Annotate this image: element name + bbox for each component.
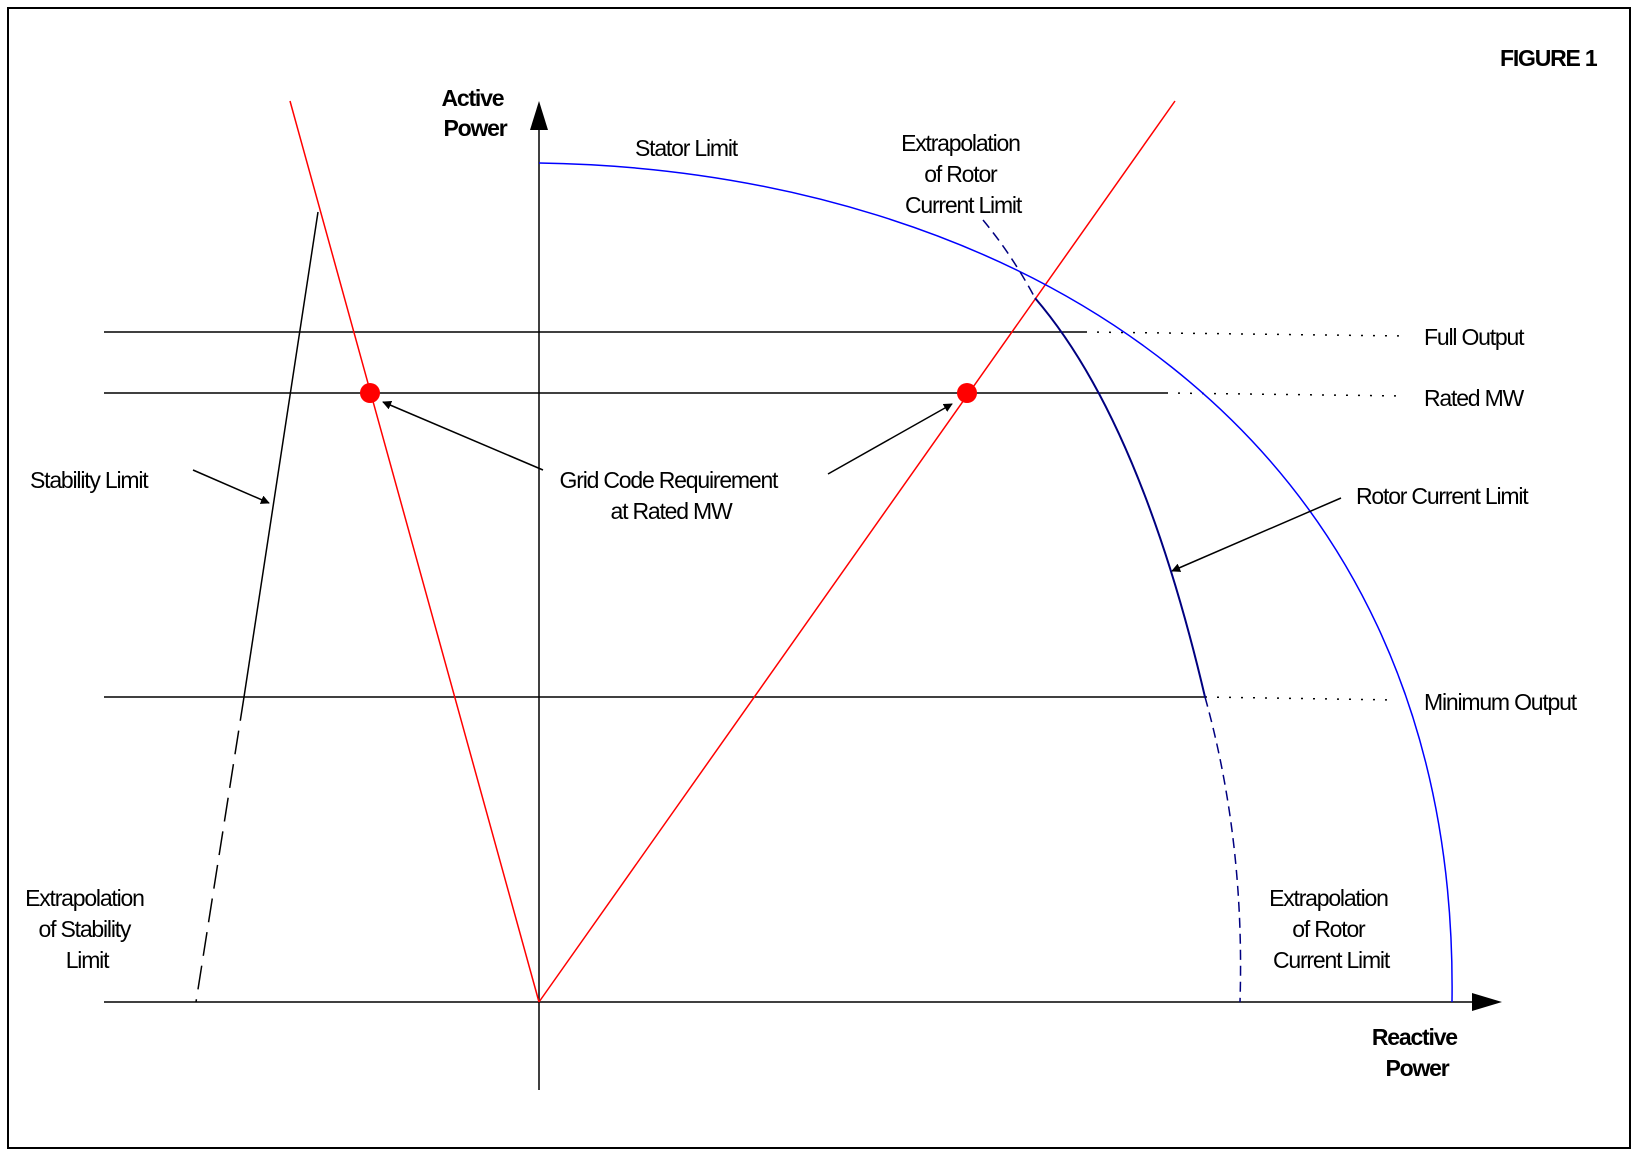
grid-code-arrow-left xyxy=(382,401,544,471)
extrapolation-rotor-top-line-2: of Rotor xyxy=(924,161,998,187)
y-axis-label-line-1: Active xyxy=(441,85,503,111)
extrapolation-rotor-top-line-1: Extrapolation xyxy=(901,130,1020,156)
extrapolation-rotor-bottom-line-2: of Rotor xyxy=(1292,916,1366,942)
x-axis-label-line-1: Reactive xyxy=(1372,1024,1457,1050)
minimum-output-leader xyxy=(1204,696,1396,701)
extrapolation-rotor-bottom-line-3: Current Limit xyxy=(1273,947,1391,973)
figure-label: FIGURE 1 xyxy=(1500,45,1598,71)
rotor-current-limit-label: Rotor Current Limit xyxy=(1356,483,1529,509)
extrapolation-stability-line-3: Limit xyxy=(66,947,110,973)
grid-code-point-lagging xyxy=(957,383,977,403)
stability-limit-line xyxy=(243,211,319,698)
stability-limit-extrapolation xyxy=(195,696,245,1003)
figure-frame xyxy=(7,7,1631,1149)
rotor-extrapolation-top xyxy=(982,219,1036,299)
full-output-leader xyxy=(1084,331,1406,337)
stator-limit-curve xyxy=(538,162,1453,1003)
stability-limit-arrow xyxy=(192,469,270,504)
y-axis-label-line-2: Power xyxy=(443,115,507,141)
grid-code-label-line-2: at Rated MW xyxy=(610,498,732,524)
grid-code-leading-line xyxy=(289,100,540,1003)
y-axis-arrowhead xyxy=(530,101,548,130)
extrapolation-rotor-top-line-3: Current Limit xyxy=(905,192,1023,218)
grid-code-label-line-1: Grid Code Requirement xyxy=(560,467,780,493)
x-axis-arrowhead xyxy=(1472,993,1502,1011)
rated-mw-leader xyxy=(1165,392,1406,397)
y-axis-label: Active Power xyxy=(441,85,508,141)
extrapolation-rotor-bottom-line-1: Extrapolation xyxy=(1269,885,1388,911)
rotor-current-limit-arrow xyxy=(1171,497,1342,572)
rotor-extrapolation-bottom xyxy=(1204,696,1242,1003)
extrapolation-rotor-top-label: Extrapolation of Rotor Current Limit xyxy=(901,130,1025,218)
x-axis-label-line-2: Power xyxy=(1385,1055,1449,1081)
minimum-output-label: Minimum Output xyxy=(1424,689,1578,715)
full-output-label: Full Output xyxy=(1424,324,1525,350)
extrapolation-stability-label: Extrapolation of Stability Limit xyxy=(25,885,149,973)
extrapolation-rotor-bottom-label: Extrapolation of Rotor Current Limit xyxy=(1269,885,1393,973)
grid-code-point-leading xyxy=(360,383,380,403)
stability-limit-label: Stability Limit xyxy=(30,467,149,493)
grid-code-lagging-line xyxy=(538,100,1176,1003)
rotor-current-limit-curve xyxy=(1034,297,1206,698)
x-axis-label: Reactive Power xyxy=(1372,1024,1462,1081)
extrapolation-stability-line-2: of Stability xyxy=(39,916,132,942)
stator-limit-label: Stator Limit xyxy=(635,135,739,161)
grid-code-arrow-right xyxy=(827,403,953,475)
grid-code-label: Grid Code Requirement at Rated MW xyxy=(560,467,783,524)
extrapolation-stability-line-1: Extrapolation xyxy=(25,885,144,911)
rated-mw-label: Rated MW xyxy=(1424,385,1525,411)
